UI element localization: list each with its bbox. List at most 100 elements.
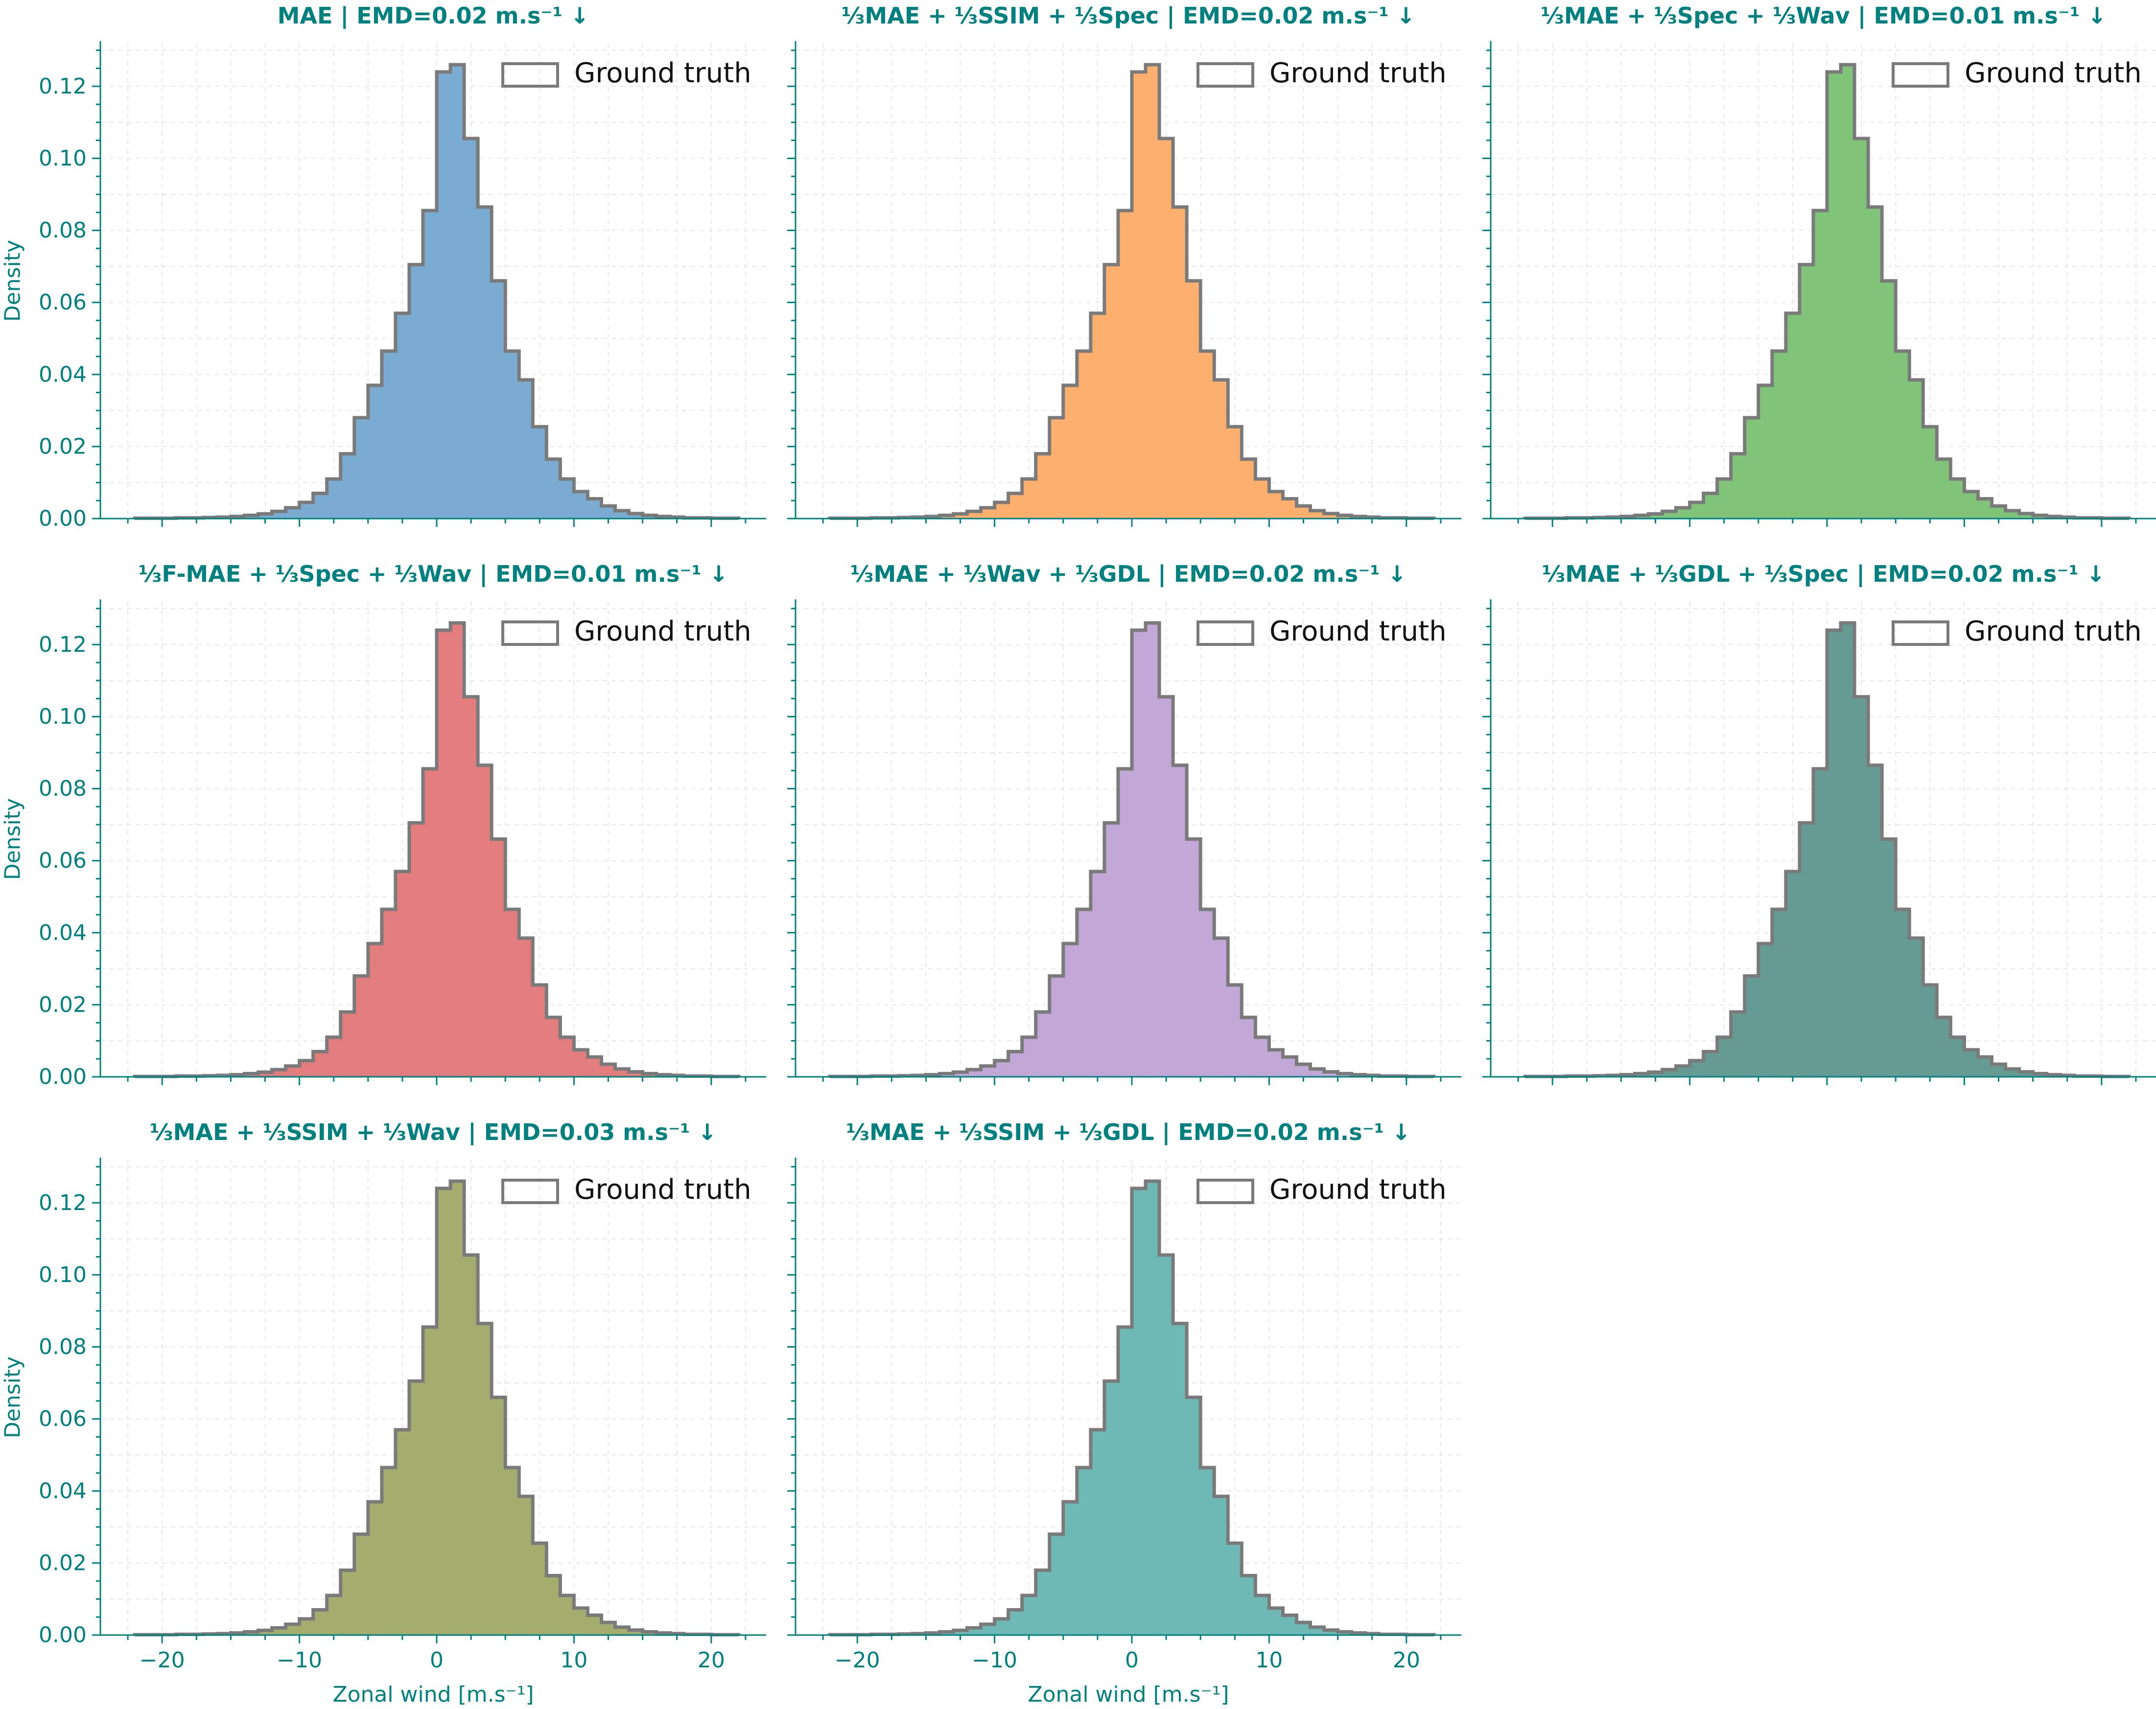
histogram-bar	[1132, 71, 1146, 519]
panel-title: MAE | EMD=0.02 m.s⁻¹ ↓	[278, 2, 589, 29]
histogram-bar	[1283, 1615, 1297, 1635]
histogram-bar	[1008, 1610, 1023, 1635]
legend-swatch	[501, 62, 559, 88]
histogram-bar	[1214, 938, 1228, 1077]
x-tick-label: 20	[1393, 1648, 1420, 1673]
histogram-bar	[1324, 1071, 1338, 1077]
histogram-bar	[1146, 65, 1160, 519]
histogram-bar	[1964, 1049, 1979, 1077]
histogram-bar	[1296, 1622, 1311, 1635]
histogram-bar	[587, 1057, 602, 1077]
histogram-bar	[981, 1066, 995, 1077]
histogram-bar	[1703, 1051, 1718, 1077]
histogram-bar	[327, 1595, 341, 1635]
y-tick-label: 0.10	[39, 704, 87, 729]
ground-truth-outline	[1523, 621, 2131, 1078]
histogram-bar	[1077, 1467, 1091, 1635]
histogram-bar	[1950, 1037, 1965, 1077]
histogram-bar	[519, 380, 533, 519]
x-tick-label: −10	[972, 1648, 1017, 1673]
histogram-bar	[1799, 264, 1814, 519]
panel-title: ⅓MAE + ⅓GDL + ⅓Spec | EMD=0.02 m.s⁻¹ ↓	[1542, 561, 2106, 588]
histogram-bar	[1255, 1595, 1270, 1635]
histogram-bar	[546, 1017, 561, 1077]
histogram-bar	[327, 479, 341, 519]
panel-title: ⅓MAE + ⅓Wav + ⅓GDL | EMD=0.02 m.s⁻¹ ↓	[850, 561, 1406, 588]
ground-truth-outline	[133, 621, 741, 1078]
histogram-bar	[340, 1570, 355, 1635]
histogram-bar	[1242, 1575, 1256, 1635]
histogram-bar	[1676, 1066, 1690, 1077]
histogram-bar	[1022, 1037, 1036, 1077]
histogram-bar	[1950, 479, 1965, 519]
histogram-bar	[1090, 313, 1105, 519]
legend-swatch	[1196, 620, 1254, 646]
histogram-bar	[2005, 510, 2020, 519]
histogram-bar	[519, 1496, 533, 1635]
histogram-bar	[1173, 207, 1187, 519]
histogram-bar	[953, 1072, 968, 1077]
histogram-bar	[450, 65, 465, 519]
histogram-bar	[1324, 1630, 1338, 1635]
histogram-bar	[1063, 943, 1078, 1077]
legend-label: Ground truth	[1965, 616, 2142, 647]
histogram-panel-8: −20 −10 0 10 20 Zonal wind [m.s⁻¹] ⅓MAE + ⅓SSI…	[787, 1119, 1461, 1707]
histogram-bar	[629, 1630, 643, 1635]
histogram-panel-2: ⅓MAE + ⅓SSIM + ⅓Spec | EMD=0.02 m.s⁻¹ ↓ G…	[787, 2, 1461, 527]
histogram-bars	[1525, 65, 2130, 519]
histogram-bar	[1255, 1037, 1270, 1077]
histogram-bar	[1228, 985, 1242, 1077]
histogram-bar	[1063, 385, 1078, 519]
legend-label: Ground truth	[574, 57, 751, 89]
x-axis-label: Zonal wind [m.s⁻¹]	[332, 1682, 534, 1707]
histogram-bar	[981, 1624, 995, 1635]
histogram-bar	[1909, 380, 1923, 519]
histogram-bar	[409, 823, 423, 1077]
panel-title: ⅓MAE + ⅓SSIM + ⅓Spec | EMD=0.02 m.s⁻¹ ↓	[842, 2, 1415, 29]
x-axis-label: Zonal wind [m.s⁻¹]	[1028, 1682, 1229, 1707]
histogram-bar	[478, 1323, 492, 1635]
histogram-bar	[1049, 976, 1064, 1077]
histogram-bar	[574, 1049, 588, 1077]
histogram-bar	[1049, 1534, 1064, 1635]
histogram-bar	[546, 459, 561, 519]
histogram-bar	[560, 479, 575, 519]
histogram-bars	[1525, 623, 2130, 1077]
histogram-bar	[1049, 418, 1064, 519]
histogram-bar	[1827, 71, 1841, 519]
histogram-bar	[464, 696, 478, 1077]
histogram-bar	[1173, 765, 1187, 1077]
histogram-bar	[1882, 281, 1896, 519]
histogram-bar	[422, 769, 437, 1077]
y-axis-label: Density	[0, 1356, 25, 1438]
y-tick-label: 0.12	[39, 1190, 87, 1215]
ground-truth-outline	[133, 63, 741, 520]
y-tick-label: 0.04	[39, 920, 87, 945]
histogram-bar	[1785, 313, 1800, 519]
histogram-bar	[327, 1037, 341, 1077]
histogram-bar	[1689, 502, 1704, 519]
legend-label: Ground truth	[1965, 57, 2142, 89]
histogram-bar	[1923, 985, 1937, 1077]
ground-truth-outline	[1523, 63, 2131, 520]
histogram-bar	[1813, 211, 1828, 519]
histogram-bar	[1785, 871, 1800, 1077]
histogram-bar	[258, 1072, 273, 1077]
y-tick-label: 0.12	[39, 74, 87, 99]
histogram-bar	[1744, 418, 1759, 519]
legend: Ground truth	[1196, 57, 1447, 89]
histogram-bar	[1022, 479, 1036, 519]
histogram-bar	[1854, 696, 1869, 1077]
legend: Ground truth	[501, 1174, 751, 1206]
histogram-bar	[1077, 909, 1091, 1077]
histogram-bar	[1159, 138, 1173, 519]
histogram-bar	[1022, 1595, 1036, 1635]
legend: Ground truth	[1892, 616, 2142, 647]
histogram-bar	[574, 491, 588, 519]
histogram-bar	[1200, 1467, 1215, 1635]
histogram-panel-7: 0.00 0.02 0.04 0.06 0.08 0.10 0.12 −20 −10 0 10 20 D…	[0, 1119, 766, 1707]
histogram-bar	[478, 765, 492, 1077]
histogram-bar	[1868, 207, 1882, 519]
